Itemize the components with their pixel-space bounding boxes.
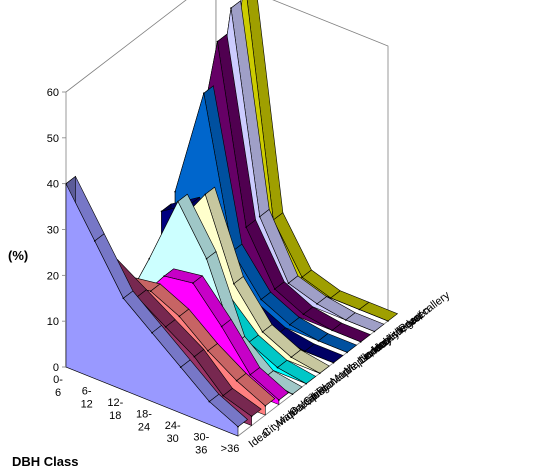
y-tick-label: 0 (53, 362, 59, 374)
data-point (273, 288, 276, 290)
data-point (305, 382, 308, 385)
data-point (179, 366, 182, 369)
y-tick-label: 40 (47, 179, 59, 191)
y-tick-label: 20 (47, 270, 59, 282)
data-point (373, 330, 376, 333)
data-point (203, 92, 205, 94)
data-point (163, 275, 165, 277)
data-point (222, 394, 224, 397)
x-tick-label: 18-24 (136, 409, 152, 434)
x-tick-label: >36 (221, 443, 240, 455)
data-point (230, 7, 232, 9)
data-point (160, 210, 163, 213)
x-tick-label: 0-6 (53, 374, 63, 399)
data-point (290, 356, 293, 359)
y-tick-label: 50 (47, 133, 59, 145)
x-axis-title: DBH Class (12, 454, 78, 469)
y-tick-label: 30 (47, 225, 59, 237)
data-point (289, 324, 291, 326)
data-point (264, 405, 267, 407)
data-point (332, 362, 335, 364)
data-point (148, 258, 150, 260)
data-point (235, 379, 238, 382)
data-point (261, 331, 264, 333)
x-tick-label: 30-36 (193, 432, 209, 457)
data-point (149, 290, 152, 293)
data-point (205, 258, 208, 260)
data-point (302, 313, 305, 316)
data-point (220, 325, 223, 328)
data-point (178, 315, 181, 318)
x-tick-label: 6-12 (81, 386, 93, 411)
data-point (387, 320, 389, 322)
data-point (260, 298, 262, 301)
data-point (344, 319, 347, 321)
data-point (346, 351, 348, 354)
x-tick-label: 24-30 (165, 420, 181, 445)
data-point (358, 308, 361, 311)
data-point (316, 303, 318, 305)
data-point (216, 40, 219, 43)
data-point (122, 297, 125, 300)
data-point (237, 426, 239, 428)
x-tick-label: 12-18 (107, 397, 123, 422)
ribbons-layer (65, 0, 399, 437)
data-area (65, 183, 239, 437)
data-point (278, 399, 280, 401)
series-label: Pear, callery (397, 289, 453, 335)
data-point (164, 326, 167, 328)
data-point (317, 340, 320, 342)
data-point (207, 350, 209, 352)
y-tick-label: 10 (47, 316, 59, 328)
data-point (331, 329, 333, 332)
data-point (193, 355, 196, 358)
y-tick-label: 60 (47, 87, 59, 99)
y-axis-title: (%) (8, 248, 28, 263)
data-point (208, 400, 211, 403)
data-point (177, 200, 179, 203)
data-point (174, 190, 176, 193)
data-point (319, 372, 321, 375)
data-point (204, 193, 206, 196)
data-point (192, 282, 194, 284)
data-point (250, 415, 253, 418)
data-point (151, 332, 153, 334)
data-point (291, 393, 294, 396)
data-point (93, 240, 96, 242)
data-point (249, 374, 251, 376)
data-point (245, 226, 247, 228)
data-point (276, 366, 279, 369)
data-point (359, 341, 362, 343)
data-point (233, 283, 235, 285)
series-ribbon (65, 175, 248, 437)
data-point (301, 276, 303, 279)
data-point (287, 282, 290, 285)
data-point (258, 215, 261, 218)
